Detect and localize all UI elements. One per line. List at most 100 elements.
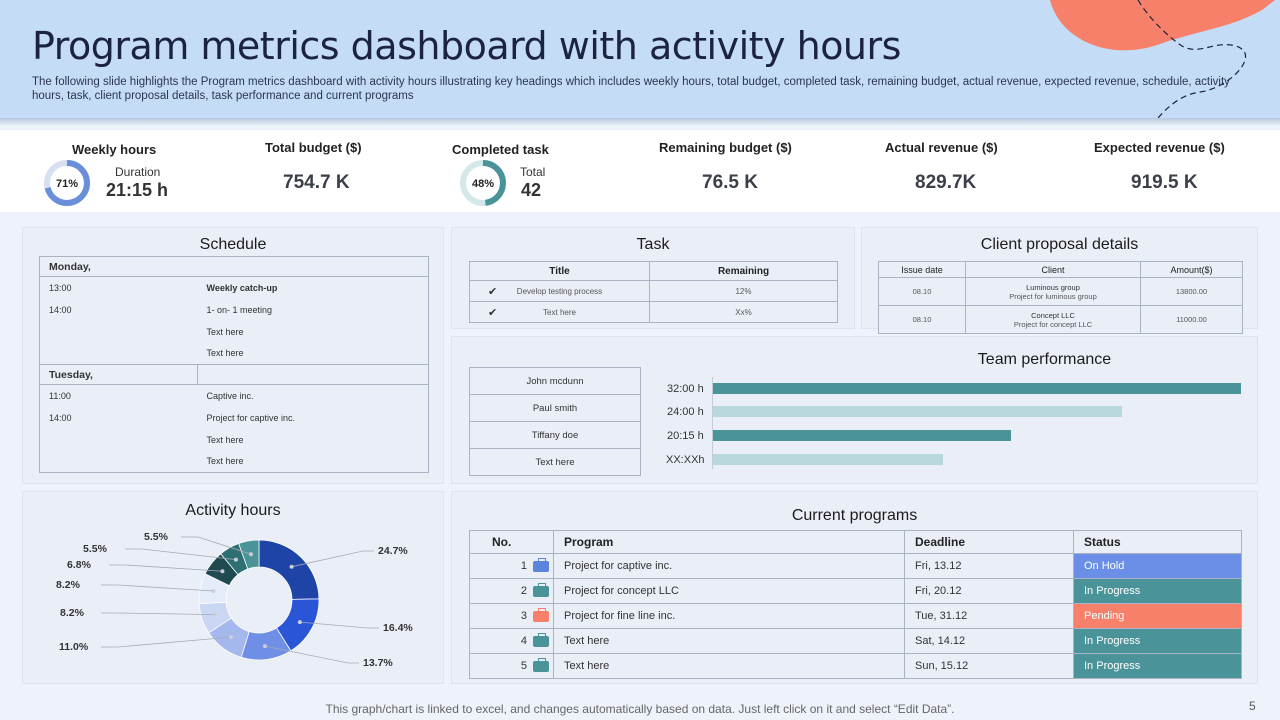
client-row-amount: 11000.00 — [1140, 305, 1243, 334]
program-no: 3 — [520, 610, 527, 622]
program-status: In Progress — [1073, 578, 1242, 604]
schedule-table: Monday, 13:00 Weekly catch-up 14:00 1- on-… — [39, 256, 429, 473]
activity-slice — [258, 539, 320, 600]
activity-leader-dot — [220, 569, 225, 574]
team-member: Tiffany doe — [469, 421, 641, 449]
program-name: Text here — [553, 653, 905, 679]
schedule-event: 1- on- 1 meeting — [197, 298, 429, 321]
activity-title: Activity hours — [185, 502, 281, 519]
schedule-time: 13:00 — [39, 276, 198, 299]
activity-leader-line — [125, 548, 237, 561]
page-title: Program metrics dashboard with activity … — [32, 24, 901, 68]
programs-header-deadline: Deadline — [904, 530, 1074, 554]
activity-leader-dot — [289, 564, 294, 569]
activity-leader-dot — [212, 612, 217, 617]
schedule-time — [39, 450, 198, 473]
client-title: Client proposal details — [980, 236, 1139, 253]
table-row: 2 Project for concept LLC Fri, 20.12 In … — [469, 578, 1242, 604]
team-bar-label: 20:15 h — [667, 430, 704, 442]
program-no: 4 — [520, 635, 527, 647]
activity-leader-line — [181, 536, 252, 555]
activity-donut-chart — [101, 536, 379, 664]
programs-panel: Current programs No. Program Deadline St… — [451, 491, 1258, 684]
activity-panel: Activity hours 24.7% 16.4% 13.7% 11.0% 8… — [22, 491, 444, 684]
team-title: Team performance — [977, 351, 1112, 368]
client-row-amount: 13800.00 — [1140, 277, 1243, 306]
activity-leader-dot — [249, 552, 254, 557]
team-bar — [713, 430, 1012, 441]
table-row: Tiffany doe — [469, 421, 641, 449]
activity-leader-dot — [297, 620, 302, 625]
schedule-day-tuesday: Tuesday, — [39, 364, 198, 385]
kpi-remaining-budget-value: 76.5 K — [702, 172, 758, 193]
program-status: In Progress — [1073, 653, 1242, 679]
header-divider — [0, 118, 1280, 126]
table-row: ✔ Text here Xx% — [469, 301, 838, 323]
schedule-time — [39, 428, 198, 451]
activity-slice-label: 6.8% — [67, 559, 91, 571]
client-row-date: 08.10 — [878, 305, 966, 334]
program-name: Text here — [553, 628, 905, 654]
table-row: 4 Text here Sat, 14.12 In Progress — [469, 628, 1242, 654]
activity-leader-line — [264, 645, 359, 664]
activity-slice-label: 5.5% — [144, 531, 168, 543]
page-subtitle: The following slide highlights the Progr… — [32, 76, 1230, 102]
activity-slice-label: 24.7% — [378, 545, 408, 557]
schedule-time — [39, 320, 198, 343]
table-row: 3 Project for fine line inc. Tue, 31.12 … — [469, 603, 1242, 629]
schedule-time: 14:00 — [39, 406, 198, 429]
table-row: 5 Text here Sun, 15.12 In Progress — [469, 653, 1242, 679]
client-panel: Client proposal details Issue date Clien… — [861, 227, 1258, 334]
programs-title: Current programs — [791, 507, 918, 524]
schedule-time: 14:00 — [39, 298, 198, 321]
client-header-amount: Amount($) — [1140, 261, 1243, 278]
program-no: 1 — [520, 560, 527, 572]
briefcase-icon — [533, 582, 549, 597]
table-row: ✔ Develop testing process 12% — [469, 280, 838, 302]
table-row: 1 Project for captive inc. Fri, 13.12 On… — [469, 553, 1242, 579]
task-row-remaining: Xx% — [649, 301, 838, 323]
kpi-total-budget-label: Total budget ($) — [265, 140, 362, 155]
activity-leader-dot — [211, 588, 216, 593]
program-no: 5 — [520, 660, 527, 672]
kpi-weekly-hours-label: Weekly hours — [72, 142, 157, 157]
client-row-name: Concept LLC — [1031, 310, 1075, 320]
activity-leader-dot — [262, 644, 267, 649]
decorative-blob — [1050, 0, 1275, 118]
kpi-completed-task-sub: Total — [520, 165, 546, 179]
client-row-name: Luminous group — [1026, 282, 1080, 292]
footer-note: This graph/chart is linked to excel, and… — [325, 702, 955, 716]
table-row: 08.10 Concept LLC Project for concept LLC… — [878, 305, 1243, 334]
program-deadline: Sat, 14.12 — [904, 628, 1074, 654]
task-row-remaining: 12% — [649, 280, 838, 302]
programs-table: No. Program Deadline Status 1 Project fo… — [469, 530, 1242, 679]
page-number: 5 — [1249, 699, 1256, 713]
kpi-weekly-hours-sub: Duration — [115, 165, 161, 179]
schedule-panel: Schedule Monday, 13:00 Weekly catch-up 14… — [22, 227, 444, 484]
program-deadline: Sun, 15.12 — [904, 653, 1074, 679]
briefcase-icon — [533, 632, 549, 647]
schedule-event: Text here — [197, 450, 429, 473]
schedule-event: Text here — [197, 428, 429, 451]
schedule-time — [39, 342, 198, 365]
activity-slice-label: 8.2% — [56, 579, 80, 591]
table-row: 08.10 Luminous group Project for luminous… — [878, 277, 1243, 306]
team-member: John mcdunn — [469, 367, 641, 395]
client-row-desc: Project for concept LLC — [1013, 319, 1093, 329]
header: Program metrics dashboard with activity … — [0, 0, 1280, 118]
team-bar-label: 32:00 h — [667, 383, 704, 395]
kpi-completed-task-label: Completed task — [452, 142, 549, 157]
kpi-actual-revenue-value: 829.7K — [915, 172, 977, 193]
table-row: John mcdunn — [469, 367, 641, 395]
client-row-date: 08.10 — [878, 277, 966, 306]
task-header-remaining: Remaining — [649, 261, 838, 281]
schedule-event: Captive inc. — [197, 384, 429, 407]
program-status: Pending — [1073, 603, 1242, 629]
activity-leader-line — [101, 584, 214, 592]
programs-header-program: Program — [553, 530, 905, 554]
client-header-client: Client — [965, 261, 1141, 278]
check-icon: ✔ — [488, 307, 498, 319]
task-title: Task — [636, 236, 670, 253]
activity-leader-line — [291, 550, 374, 568]
schedule-event: Weekly catch-up — [197, 276, 429, 299]
